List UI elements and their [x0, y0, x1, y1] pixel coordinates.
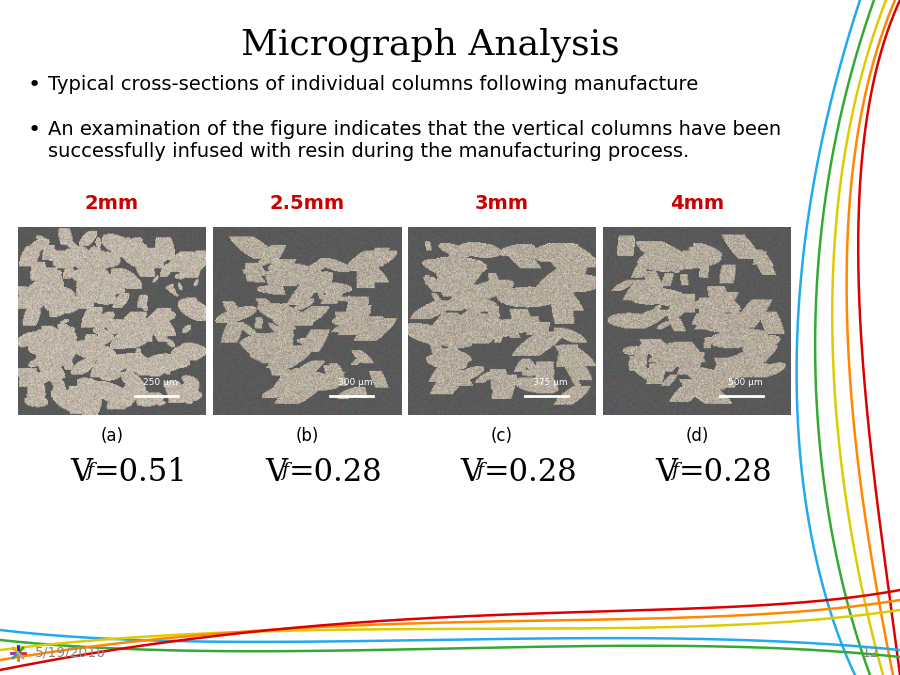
Text: f: f: [476, 462, 483, 480]
Text: Micrograph Analysis: Micrograph Analysis: [240, 27, 619, 61]
Text: (a): (a): [101, 427, 123, 445]
Text: 4mm: 4mm: [670, 194, 725, 213]
Text: 2.5mm: 2.5mm: [269, 194, 345, 213]
Text: =0.28: =0.28: [679, 457, 772, 488]
Text: f: f: [281, 462, 288, 480]
Text: V: V: [70, 457, 92, 488]
Text: 3mm: 3mm: [475, 194, 529, 213]
Text: An examination of the figure indicates that the vertical columns have been: An examination of the figure indicates t…: [48, 120, 781, 139]
Text: =0.28: =0.28: [289, 457, 382, 488]
Text: (b): (b): [295, 427, 319, 445]
Text: V: V: [655, 457, 677, 488]
Text: =0.28: =0.28: [484, 457, 578, 488]
Text: 12: 12: [861, 646, 878, 660]
Text: V: V: [460, 457, 482, 488]
Text: Typical cross-sections of individual columns following manufacture: Typical cross-sections of individual col…: [48, 75, 698, 94]
Text: =0.51: =0.51: [94, 457, 188, 488]
Text: f: f: [671, 462, 679, 480]
Text: successfully infused with resin during the manufacturing process.: successfully infused with resin during t…: [48, 142, 689, 161]
Text: 2mm: 2mm: [85, 194, 140, 213]
Text: 5/19/2016: 5/19/2016: [35, 646, 106, 660]
Text: •: •: [28, 75, 41, 95]
Text: V: V: [265, 457, 287, 488]
Text: (d): (d): [685, 427, 708, 445]
Text: f: f: [86, 462, 94, 480]
Text: •: •: [28, 120, 41, 140]
Text: (c): (c): [491, 427, 513, 445]
